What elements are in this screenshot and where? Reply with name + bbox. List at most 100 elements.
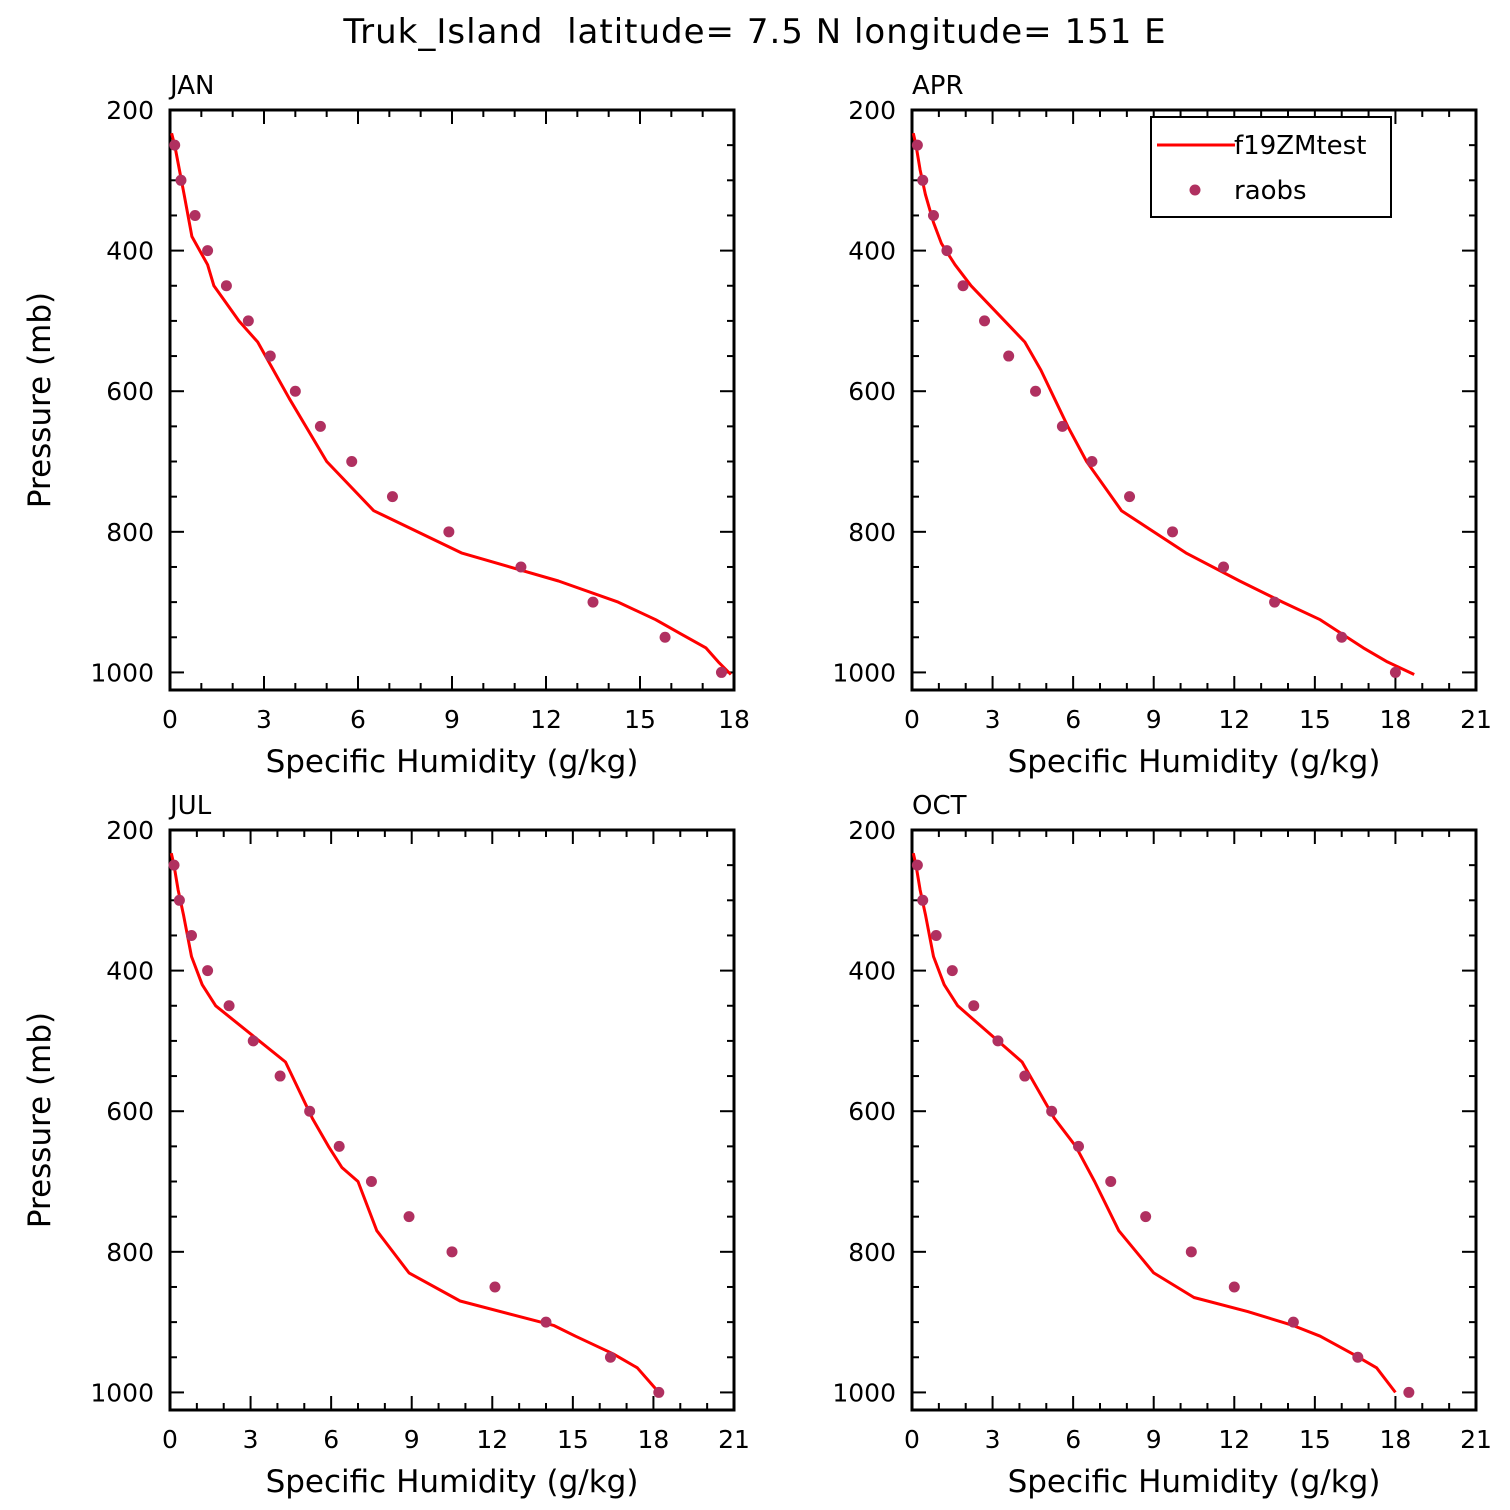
x-tick-label: 21 <box>1460 1425 1492 1454</box>
panel-oct: OCT 0 3 6 9 12 15 18 21 200 400 600 800 1000 Specific … <box>832 791 1492 1500</box>
series-line-f19ZMtest <box>170 132 732 676</box>
plot-frame <box>168 108 736 692</box>
raobs-point <box>1073 1140 1085 1152</box>
x-tick-label: 12 <box>1218 1425 1250 1454</box>
raobs-point <box>489 1281 501 1293</box>
y-tick-label: 800 <box>106 1238 154 1267</box>
raobs-point <box>189 209 201 221</box>
x-axis-label: Specific Humidity (g/kg) <box>266 744 639 780</box>
x-tick-label: 15 <box>1299 705 1331 734</box>
raobs-point <box>314 420 326 432</box>
y-tick-label: 600 <box>106 1097 154 1126</box>
raobs-point <box>169 139 181 151</box>
raobs-point <box>443 526 455 538</box>
panel-label: JUL <box>168 791 212 821</box>
x-axis-label: Specific Humidity (g/kg) <box>266 1464 639 1500</box>
legend-label-line: f19ZMtest <box>1234 131 1366 161</box>
panel-jan: JAN 0 3 6 9 12 15 18 200 400 600 800 1000 Specific Hu… <box>22 71 750 780</box>
raobs-point <box>223 1000 235 1012</box>
raobs-point <box>911 139 923 151</box>
raobs-point <box>917 174 929 186</box>
x-tick-label: 9 <box>1146 1425 1162 1454</box>
raobs-point <box>168 859 180 871</box>
raobs-point <box>346 456 358 468</box>
raobs-point <box>1056 420 1068 432</box>
raobs-point <box>403 1211 415 1223</box>
plot-frame <box>168 828 736 1412</box>
raobs-point <box>946 965 958 977</box>
raobs-point <box>1336 631 1348 643</box>
raobs-point <box>173 894 185 906</box>
raobs-point <box>587 596 599 608</box>
x-tick-label: 9 <box>1146 705 1162 734</box>
figure-title: Truk_Island latitude= 7.5 N longitude= 1… <box>343 12 1167 52</box>
x-tick-label: 12 <box>1218 705 1250 734</box>
raobs-point <box>1124 491 1136 503</box>
y-tick-label: 200 <box>848 96 896 125</box>
series-line-f19ZMtest <box>169 852 660 1394</box>
x-tick-label: 9 <box>444 705 460 734</box>
y-tick-label: 1000 <box>832 1378 896 1407</box>
y-axis-label: Pressure (mb) <box>22 1012 58 1228</box>
raobs-point <box>1269 596 1281 608</box>
y-tick-label: 600 <box>848 377 896 406</box>
raobs-point <box>1046 1105 1058 1117</box>
raobs-point <box>941 245 953 257</box>
raobs-point <box>333 1140 345 1152</box>
legend: f19ZMtest raobs <box>1150 116 1392 218</box>
raobs-point <box>957 280 969 292</box>
raobs-point <box>968 1000 980 1012</box>
x-tick-label: 0 <box>904 705 920 734</box>
raobs-point <box>304 1105 316 1117</box>
x-tick-label: 6 <box>350 705 366 734</box>
y-tick-label: 600 <box>848 1097 896 1126</box>
raobs-point <box>604 1351 616 1363</box>
x-tick-label: 18 <box>1380 1425 1412 1454</box>
raobs-point <box>1352 1351 1364 1363</box>
raobs-point <box>992 1035 1004 1047</box>
raobs-point <box>365 1176 377 1188</box>
raobs-point <box>1389 666 1401 678</box>
y-tick-label: 1000 <box>90 1378 154 1407</box>
raobs-point <box>979 315 991 327</box>
series-line-f19ZMtest <box>911 132 1415 676</box>
raobs-point <box>446 1246 458 1258</box>
y-tick-label: 200 <box>106 96 154 125</box>
x-tick-label: 12 <box>476 1425 508 1454</box>
x-tick-label: 21 <box>718 1425 750 1454</box>
raobs-point <box>653 1386 665 1398</box>
legend-label-points: raobs <box>1234 176 1307 206</box>
raobs-point <box>659 631 671 643</box>
raobs-point <box>930 929 942 941</box>
x-tick-label: 0 <box>162 705 178 734</box>
raobs-point <box>202 965 214 977</box>
plot-frame <box>910 828 1478 1412</box>
x-tick-label: 6 <box>1065 1425 1081 1454</box>
y-tick-label: 800 <box>106 518 154 547</box>
raobs-point <box>1030 385 1042 397</box>
raobs-point <box>1140 1211 1152 1223</box>
y-tick-label: 800 <box>848 1238 896 1267</box>
x-tick-label: 3 <box>985 705 1001 734</box>
panel-label: OCT <box>912 791 967 821</box>
raobs-point <box>1167 526 1179 538</box>
raobs-point <box>715 666 727 678</box>
y-tick-label: 400 <box>106 957 154 986</box>
panel-jul: JUL 0 3 6 9 12 15 18 21 200 400 600 800 1000 Specific … <box>22 791 750 1500</box>
raobs-point <box>1086 456 1098 468</box>
series-line-f19ZMtest <box>911 852 1397 1394</box>
y-tick-label: 1000 <box>90 658 154 687</box>
raobs-point <box>1287 1316 1299 1328</box>
raobs-point <box>927 209 939 221</box>
x-tick-label: 0 <box>904 1425 920 1454</box>
y-tick-label: 1000 <box>832 658 896 687</box>
legend-box <box>1150 116 1392 218</box>
x-tick-label: 0 <box>162 1425 178 1454</box>
x-tick-label: 6 <box>1065 705 1081 734</box>
x-tick-label: 9 <box>404 1425 420 1454</box>
y-tick-label: 200 <box>106 816 154 845</box>
raobs-point <box>242 315 254 327</box>
x-tick-label: 12 <box>530 705 562 734</box>
raobs-point <box>185 929 197 941</box>
y-tick-label: 800 <box>848 518 896 547</box>
